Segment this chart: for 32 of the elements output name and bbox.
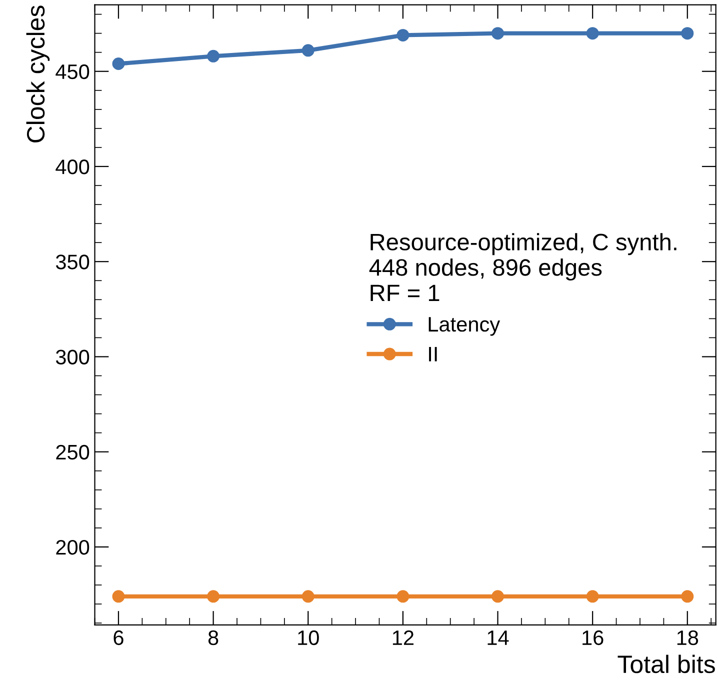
- x-tick-label: 6: [114, 630, 124, 646]
- legend-title: Resource-optimized, C synth. 448 nodes, 896 edges RF = 1: [369, 233, 676, 302]
- x-tick-label: 10: [298, 630, 319, 646]
- x-tick-label: 16: [582, 630, 604, 646]
- point: [586, 590, 599, 603]
- x-tick-label: 8: [208, 630, 218, 646]
- point: [302, 590, 314, 603]
- point: [492, 590, 504, 603]
- point: [112, 590, 125, 603]
- y-tick-label: 300: [56, 350, 90, 364]
- point: [396, 590, 410, 603]
- y-axis-title: Clock cycles: [26, 6, 50, 142]
- x-axis-title: Total bits: [618, 654, 715, 674]
- point: [492, 27, 504, 40]
- legend-label: II: [429, 346, 437, 362]
- point: [207, 590, 220, 603]
- point: [302, 44, 314, 57]
- legend-label: Latency: [428, 317, 500, 336]
- point: [396, 28, 410, 42]
- point: [586, 27, 599, 40]
- x-tick-label: 18: [677, 630, 698, 646]
- point: [681, 27, 694, 40]
- y-tick-label: 350: [56, 254, 90, 270]
- y-tick-label: 250: [56, 444, 90, 460]
- y-tick-label: 400: [56, 159, 90, 174]
- y-tick-label: 450: [56, 64, 90, 80]
- point: [112, 58, 125, 70]
- y-tick-label: 200: [56, 540, 90, 555]
- point: [207, 50, 220, 62]
- point: [681, 590, 694, 603]
- x-tick-label: 12: [392, 630, 414, 645]
- x-tick-label: 14: [488, 630, 509, 645]
